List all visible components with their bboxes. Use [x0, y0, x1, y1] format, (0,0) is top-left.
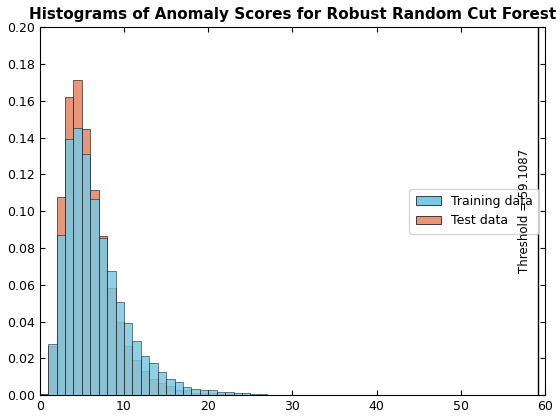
Bar — [150, 363, 158, 395]
Bar — [82, 154, 90, 395]
Bar — [65, 139, 73, 395]
Bar — [107, 271, 115, 395]
Bar — [150, 379, 158, 395]
Bar — [158, 373, 166, 395]
Bar — [217, 392, 225, 395]
Bar — [200, 390, 208, 395]
Bar — [225, 394, 234, 395]
Bar — [99, 236, 107, 395]
Bar — [40, 394, 48, 395]
Bar — [183, 387, 192, 395]
Bar — [124, 323, 133, 395]
Text: Threshold = 59.1087: Threshold = 59.1087 — [518, 149, 531, 273]
Bar — [175, 382, 183, 395]
Bar — [141, 357, 150, 395]
Bar — [225, 392, 234, 395]
Bar — [73, 80, 82, 395]
Bar — [141, 370, 150, 395]
Bar — [133, 341, 141, 395]
Bar — [259, 394, 267, 395]
Bar — [57, 197, 65, 395]
Bar — [166, 379, 175, 395]
Bar — [133, 360, 141, 395]
Bar — [158, 383, 166, 395]
Bar — [250, 394, 259, 395]
Bar — [115, 322, 124, 395]
Bar — [90, 199, 99, 395]
Title: Histograms of Anomaly Scores for Robust Random Cut Forest: Histograms of Anomaly Scores for Robust … — [29, 7, 556, 22]
Bar — [65, 97, 73, 395]
Bar — [115, 302, 124, 395]
Bar — [192, 393, 200, 395]
Legend: Training data, Test data: Training data, Test data — [409, 189, 539, 234]
Bar — [208, 393, 217, 395]
Bar — [57, 235, 65, 395]
Bar — [48, 346, 57, 395]
Bar — [208, 390, 217, 395]
Bar — [73, 128, 82, 395]
Bar — [107, 288, 115, 395]
Bar — [234, 393, 242, 395]
Bar — [99, 239, 107, 395]
Bar — [166, 386, 175, 395]
Bar — [200, 393, 208, 395]
Bar — [82, 129, 90, 395]
Bar — [192, 389, 200, 395]
Bar — [284, 394, 292, 395]
Bar — [48, 344, 57, 395]
Bar — [124, 346, 133, 395]
Bar — [175, 390, 183, 395]
Bar — [90, 190, 99, 395]
Bar — [217, 394, 225, 395]
Bar — [40, 394, 48, 395]
Bar — [183, 390, 192, 395]
Bar — [242, 393, 250, 395]
